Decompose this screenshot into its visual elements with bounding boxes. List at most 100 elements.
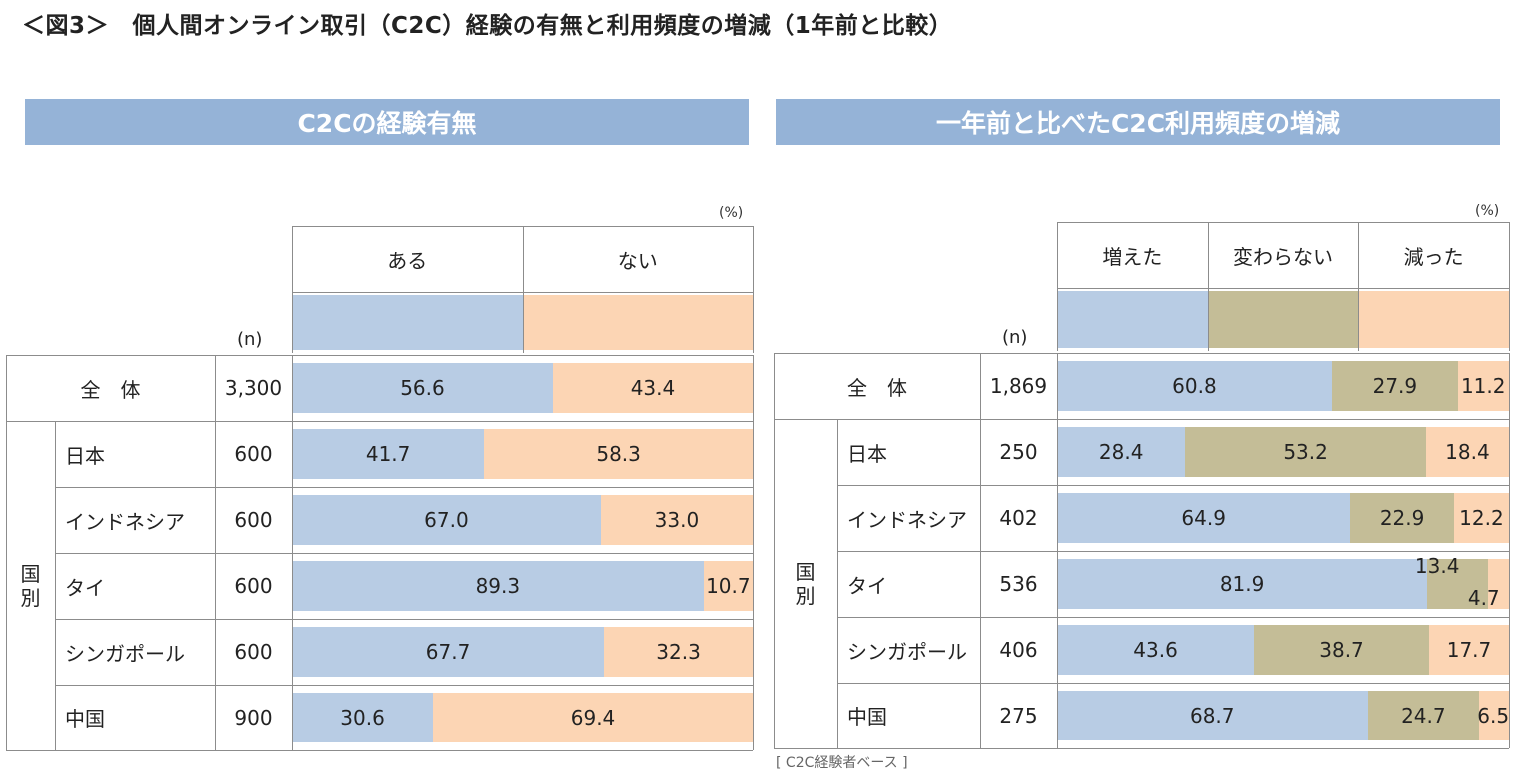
grid-line [774, 353, 1509, 354]
bar-segment [1425, 427, 1509, 477]
legend-swatch-2 [1358, 291, 1509, 348]
bar-segment [1331, 361, 1458, 411]
legend-label-1: ない [617, 248, 658, 273]
bar-segment [1487, 559, 1509, 609]
grid-line [1509, 222, 1510, 351]
bar-segment [484, 429, 753, 479]
data-label: 60.8 [1172, 374, 1217, 398]
data-label: 28.4 [1098, 440, 1144, 464]
bar-segment [1453, 493, 1509, 543]
row-label-4: シンガポール [847, 639, 967, 664]
grid-line [6, 355, 753, 356]
row-n-2: 600 [234, 508, 273, 532]
bar-segment [1057, 493, 1351, 543]
data-label: 81.9 [1219, 572, 1265, 596]
row-label-5: 中国 [65, 707, 105, 731]
bar-segment [604, 627, 753, 677]
legend-swatch-1 [1207, 291, 1359, 348]
data-label: 69.4 [570, 705, 616, 730]
grid-line [522, 226, 524, 353]
bar-segment [1057, 559, 1428, 609]
bar-segment [1057, 625, 1255, 675]
bar-segment [292, 627, 605, 677]
data-label: 18.4 [1445, 440, 1490, 464]
data-label: 67.7 [425, 640, 471, 664]
data-label: 68.7 [1189, 703, 1235, 728]
grid-line [55, 685, 753, 686]
grid-line [215, 355, 216, 750]
grid-line [292, 355, 293, 750]
group-label-by-country: 国別 [20, 561, 41, 610]
row-n-3: 536 [999, 572, 1038, 596]
percent-unit-label: (%) [719, 205, 744, 221]
row-n-0: 3,300 [224, 376, 283, 400]
row-n-2: 402 [999, 506, 1038, 530]
chart-title-banner: C2Cの経験有無 [25, 99, 749, 145]
data-label: 58.3 [596, 442, 641, 466]
data-label: 43.6 [1133, 638, 1178, 662]
chart-c2c-frequency-change: 一年前と比べたC2C利用頻度の増減 (%) (n) 増えた 変わらない 減った全 体 1,8… [760, 0, 1520, 779]
row-label-4: シンガポール [65, 641, 185, 666]
bar-segment [1057, 427, 1186, 477]
bar-segment [1457, 361, 1509, 411]
data-label: 67.0 [424, 508, 469, 532]
data-label: 4.7 [1467, 586, 1500, 610]
legend-swatch-0 [1057, 291, 1208, 348]
data-label: 10.7 [706, 574, 751, 598]
bar-segment [1254, 625, 1429, 675]
grid-line [55, 487, 753, 488]
chart-c2c-experience: C2Cの経験有無 (%) (n) ある ない全 体 3,300 56.6 43.4 日本 600 4… [6, 99, 754, 751]
row-label-2: インドネシア [847, 507, 967, 532]
legend-swatch-0 [292, 295, 523, 350]
data-label: 53.2 [1283, 440, 1328, 464]
bar-segment [292, 363, 553, 413]
grid-line [1057, 222, 1058, 351]
data-label: 41.7 [365, 442, 411, 466]
bar-segment [292, 693, 434, 742]
bar-segment [600, 495, 753, 545]
grid-line [774, 748, 1509, 749]
row-n-4: 406 [999, 638, 1038, 662]
page-title: ＜図3＞ 個人間オンライン取引（C2C）経験の有無と利用頻度の増減（1年前と比較… [22, 13, 953, 39]
data-label: 22.9 [1379, 506, 1425, 530]
row-n-3: 600 [234, 574, 273, 598]
grid-line [837, 683, 1509, 684]
grid-line [837, 551, 1509, 552]
legend-swatch-1 [522, 295, 753, 350]
grid-line [6, 421, 753, 422]
row-label-1: 日本 [847, 441, 887, 466]
bar-segment [1367, 691, 1480, 740]
grid-line [837, 419, 838, 748]
bar-segment [552, 363, 753, 413]
data-label: 38.7 [1319, 638, 1364, 662]
data-label: 89.3 [475, 574, 521, 598]
data-label: 43.4 [630, 376, 676, 400]
base-note: [ C2C経験者ベース ] [776, 755, 908, 771]
bar-segment [1185, 427, 1426, 477]
data-label: 6.5 [1477, 703, 1510, 728]
grid-line [1057, 222, 1509, 223]
row-label-1: 日本 [65, 443, 105, 468]
row-label-total: 全 体 [847, 375, 907, 400]
grid-line [753, 355, 754, 750]
data-label: 13.4 [1414, 554, 1460, 578]
data-label: 27.9 [1372, 374, 1418, 398]
grid-line [774, 353, 775, 748]
legend-label-1: 変わらない [1232, 244, 1333, 269]
grid-line [1057, 288, 1509, 289]
legend-label-2: 減った [1403, 244, 1464, 269]
legend-label-0: ある [387, 248, 428, 273]
grid-line [980, 353, 981, 748]
grid-line [55, 421, 56, 750]
row-label-3: タイ [847, 573, 887, 598]
grid-line [292, 226, 293, 353]
bar-segment [1479, 691, 1509, 740]
data-label: 24.7 [1401, 703, 1446, 728]
row-n-5: 900 [234, 705, 273, 730]
bar-segment [292, 429, 485, 479]
data-label: 56.6 [400, 376, 445, 400]
percent-unit-label: (%) [1475, 203, 1500, 219]
row-label-5: 中国 [847, 705, 887, 729]
row-n-4: 600 [234, 640, 273, 664]
bar-segment [1350, 493, 1454, 543]
